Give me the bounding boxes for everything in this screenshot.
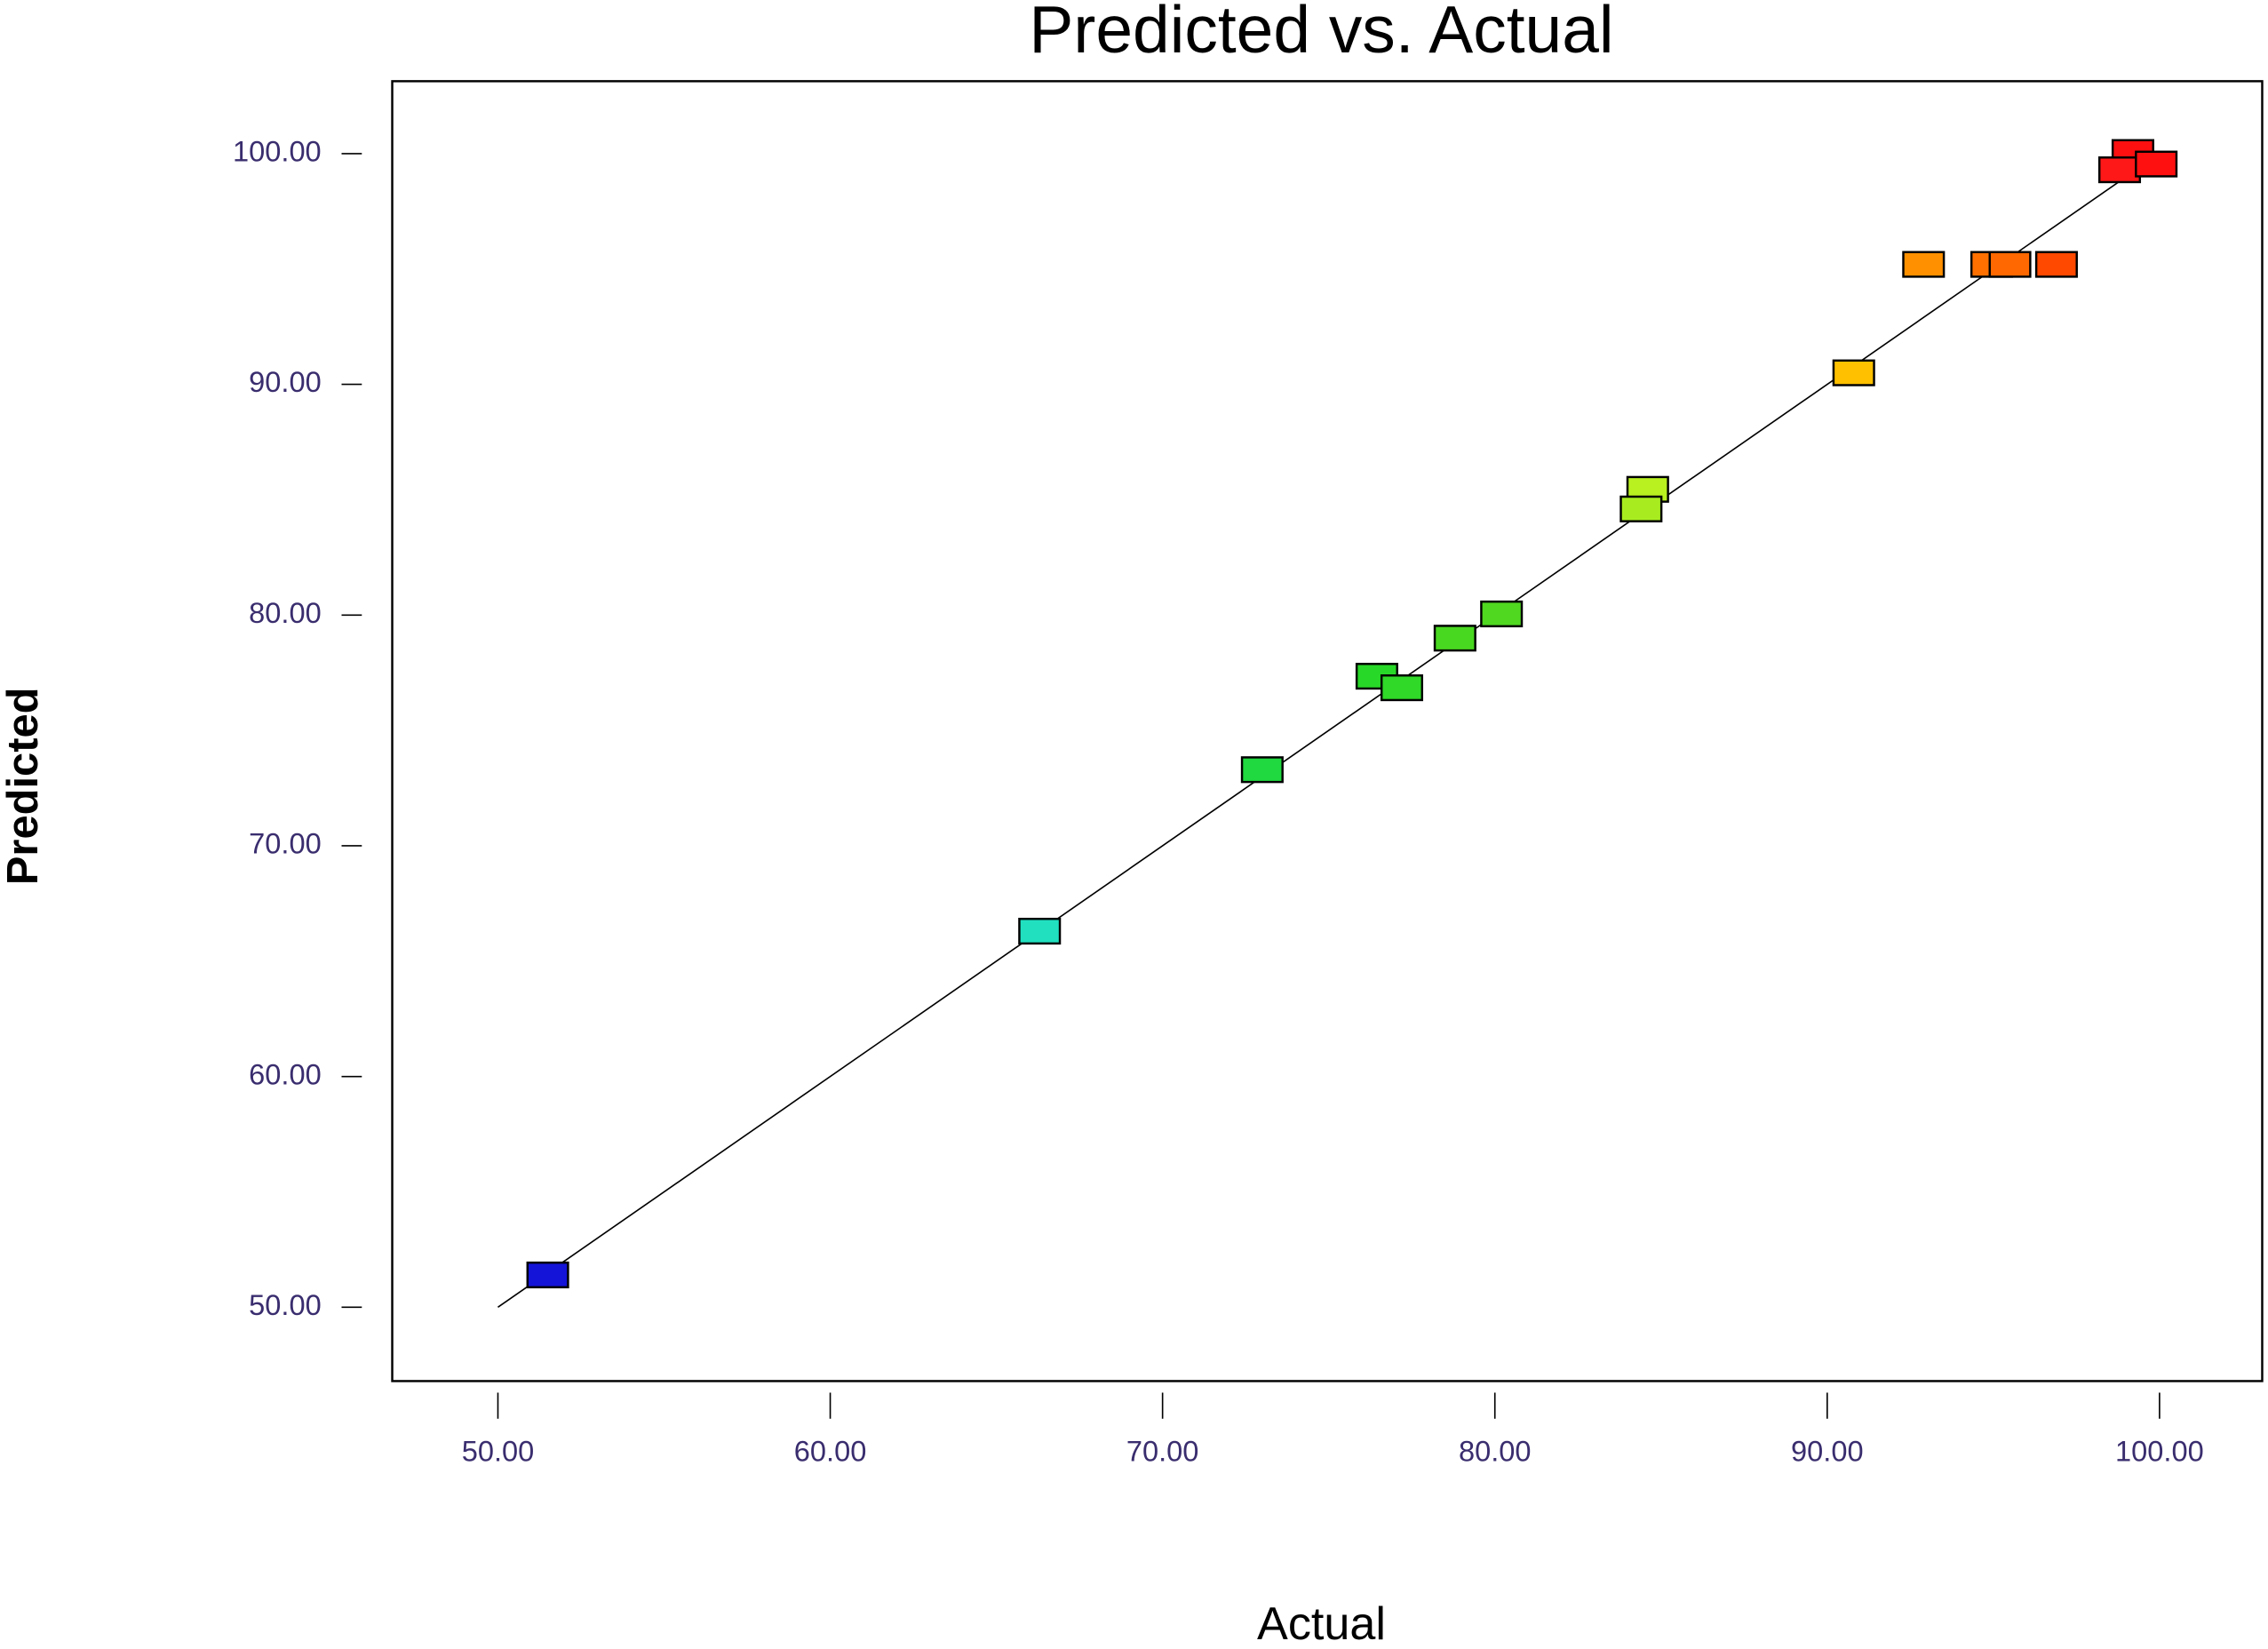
y-tick-label: 50.00 <box>249 1289 322 1321</box>
x-tick-label: 90.00 <box>1791 1436 1864 1468</box>
point <box>1433 625 1476 652</box>
point <box>1480 600 1524 628</box>
point <box>1902 251 1946 278</box>
point <box>1619 495 1663 522</box>
chart-title: Predicted vs. Actual <box>1029 0 1613 67</box>
x-tick-label: 50.00 <box>462 1436 535 1468</box>
y-axis-label: Predicted <box>0 687 47 885</box>
plot-frame <box>391 80 2264 1382</box>
x-tick-label: 70.00 <box>1126 1436 1199 1468</box>
point <box>2135 150 2178 178</box>
point <box>1988 251 2032 278</box>
point <box>1832 359 1875 386</box>
x-tick-label: 100.00 <box>2115 1436 2204 1468</box>
point <box>2034 251 2078 278</box>
y-tick-label: 60.00 <box>249 1058 322 1090</box>
y-tick-label: 90.00 <box>249 366 322 398</box>
point <box>2097 156 2142 184</box>
reference-line <box>497 153 2161 1309</box>
point <box>1018 917 1062 945</box>
point <box>1240 756 1284 784</box>
y-tick-label: 100.00 <box>233 136 322 168</box>
point <box>526 1261 569 1289</box>
x-tick-label: 60.00 <box>794 1436 867 1468</box>
x-axis-label: Actual <box>1257 1598 1386 1649</box>
point <box>1380 674 1424 702</box>
y-tick-label: 70.00 <box>249 828 322 860</box>
y-tick-label: 80.00 <box>249 597 322 629</box>
x-tick-label: 80.00 <box>1459 1436 1532 1468</box>
